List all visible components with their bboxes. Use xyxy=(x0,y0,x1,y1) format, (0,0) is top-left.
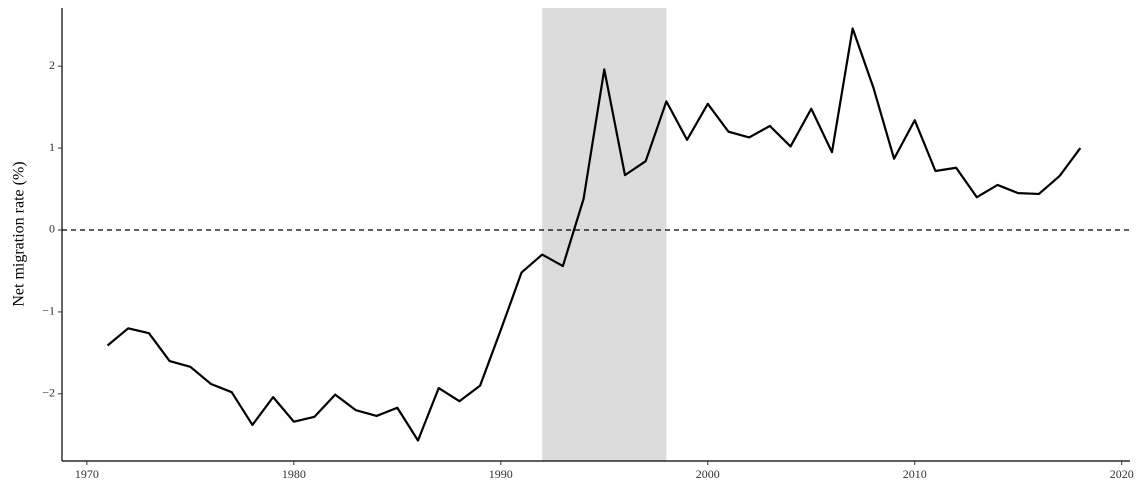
x-tick-label: 1990 xyxy=(489,467,513,481)
shaded-period xyxy=(542,8,667,461)
y-tick-label: 0 xyxy=(49,222,55,236)
y-axis-title: Net migration rate (%) xyxy=(11,161,28,306)
x-tick-label: 1980 xyxy=(282,467,306,481)
data-line xyxy=(106,27,1082,442)
y-tick-label: 1 xyxy=(49,140,55,154)
y-tick-label: 2 xyxy=(49,58,55,72)
x-tick-label: 1970 xyxy=(75,467,99,481)
y-tick-label: −1 xyxy=(42,304,55,318)
y-tick-label: −2 xyxy=(42,386,55,400)
x-tick-label: 2020 xyxy=(1110,467,1134,481)
x-tick-label: 2010 xyxy=(903,467,927,481)
x-tick-label: 2000 xyxy=(696,467,720,481)
